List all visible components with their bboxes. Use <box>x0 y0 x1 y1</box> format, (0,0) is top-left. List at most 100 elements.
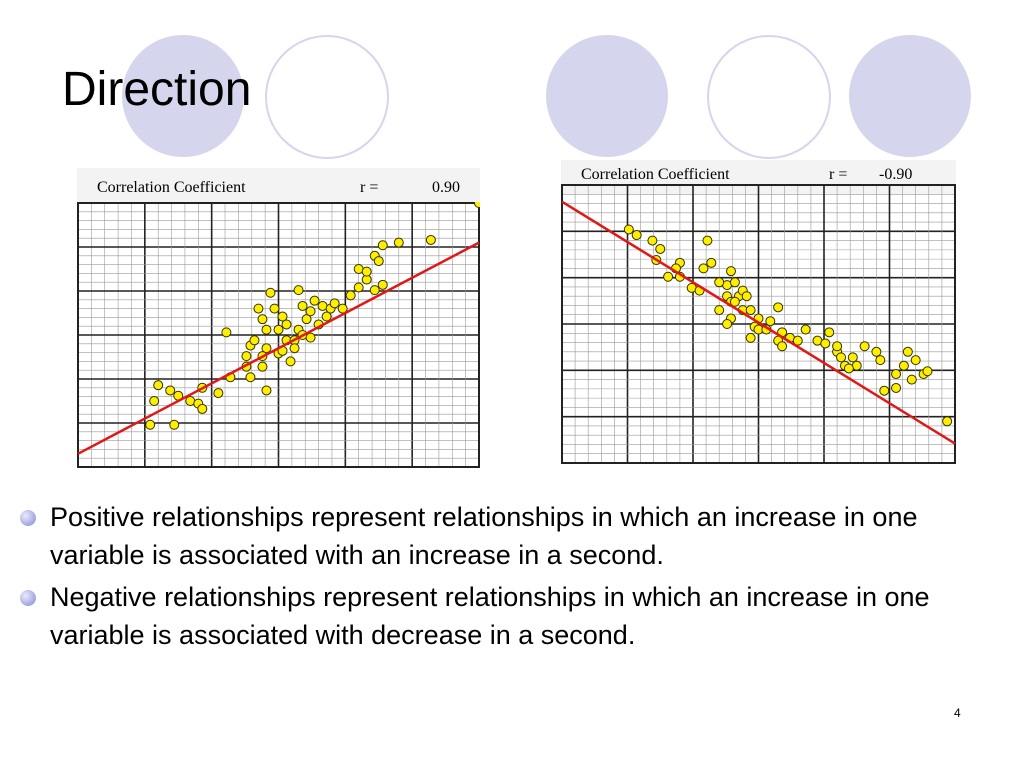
data-point <box>647 235 658 246</box>
data-point <box>277 311 288 322</box>
data-point <box>902 346 913 357</box>
data-point <box>153 380 164 391</box>
data-point <box>836 352 847 363</box>
data-point <box>745 305 756 316</box>
decorative-ring <box>265 35 389 159</box>
data-point <box>273 324 284 335</box>
data-point <box>820 338 831 349</box>
data-point <box>253 303 264 314</box>
data-point <box>824 327 835 338</box>
data-point <box>297 300 308 311</box>
scatter-plot <box>77 202 480 468</box>
plot-border <box>77 202 480 468</box>
positive-correlation-chart: Correlation Coefficient r = 0.90 <box>77 168 480 468</box>
data-point <box>165 385 176 396</box>
bullet-icon <box>20 590 36 606</box>
r-label: r = <box>829 166 848 183</box>
data-point <box>875 355 886 366</box>
r-value: -0.90 <box>879 166 913 183</box>
decorative-circle <box>122 35 244 157</box>
grid <box>77 202 480 468</box>
data-point <box>377 279 388 290</box>
data-point <box>922 366 933 377</box>
data-point <box>149 396 160 406</box>
data-point <box>725 266 736 277</box>
scatter-plot <box>561 184 956 464</box>
data-point <box>832 341 843 352</box>
page-number: 4 <box>954 706 961 720</box>
data-point <box>361 266 372 277</box>
data-point <box>257 361 268 372</box>
data-point <box>898 360 909 371</box>
data-point <box>745 332 756 343</box>
bullet-text: Negative relationships represent relatio… <box>50 582 930 650</box>
data-point <box>301 314 312 325</box>
data-point <box>729 296 740 307</box>
data-point <box>245 372 256 383</box>
data-point <box>729 277 740 288</box>
data-point <box>906 374 917 385</box>
data-point <box>714 277 725 288</box>
data-point <box>843 363 854 374</box>
data-point <box>425 234 436 245</box>
slide-title: Direction <box>62 63 252 116</box>
data-point <box>765 316 776 327</box>
data-point <box>871 346 882 357</box>
data-point <box>773 302 784 313</box>
bullet-icon <box>20 510 36 526</box>
data-point <box>910 355 921 366</box>
data-point <box>261 385 272 396</box>
data-point <box>305 332 316 343</box>
regression-line <box>561 200 956 445</box>
negative-correlation-chart: Correlation Coefficient r = -0.90 <box>561 160 956 464</box>
data-point <box>623 224 634 235</box>
chart-header-label: Correlation Coefficient <box>581 166 730 183</box>
data-point <box>722 319 733 329</box>
data-point <box>221 327 232 338</box>
data-point <box>706 257 717 268</box>
data-point <box>261 324 272 335</box>
data-point <box>847 352 858 363</box>
data-point <box>321 311 332 322</box>
data-point <box>393 237 404 248</box>
data-point <box>305 306 316 317</box>
data-point <box>663 271 674 282</box>
data-point <box>698 263 709 274</box>
data-point <box>257 314 268 325</box>
data-point <box>353 282 364 293</box>
bullet-item: Negative relationships represent relatio… <box>18 578 958 654</box>
r-value: 0.90 <box>432 179 460 196</box>
data-point <box>169 419 180 430</box>
data-point <box>269 303 280 314</box>
bullet-list: Positive relationships represent relatio… <box>18 498 958 658</box>
data-point <box>859 341 870 352</box>
data-point <box>792 335 803 346</box>
data-point <box>891 382 902 393</box>
data-point <box>213 388 224 399</box>
data-point <box>879 385 890 396</box>
decorative-circle <box>546 35 668 157</box>
data-point <box>377 240 388 251</box>
regression-line <box>77 241 480 455</box>
data-point <box>373 256 384 267</box>
bullet-text: Positive relationships represent relatio… <box>50 502 918 570</box>
chart-header: Correlation Coefficient r = 0.90 <box>77 168 480 202</box>
data-point <box>369 285 380 296</box>
data-point <box>345 290 356 301</box>
data-point <box>702 235 713 246</box>
data-point <box>241 351 252 362</box>
plot-border <box>561 184 956 464</box>
data-point <box>261 343 272 354</box>
decorative-ring <box>707 35 831 159</box>
data-point <box>289 343 300 354</box>
data-point <box>474 202 480 208</box>
data-point <box>741 291 752 302</box>
data-point <box>655 243 666 254</box>
bullet-item: Positive relationships represent relatio… <box>18 498 958 574</box>
data-point <box>309 295 320 306</box>
data-point <box>281 319 292 330</box>
chart-header-label: Correlation Coefficient <box>97 179 246 196</box>
data-point <box>249 335 260 346</box>
data-point <box>891 369 902 380</box>
data-point <box>777 341 788 352</box>
